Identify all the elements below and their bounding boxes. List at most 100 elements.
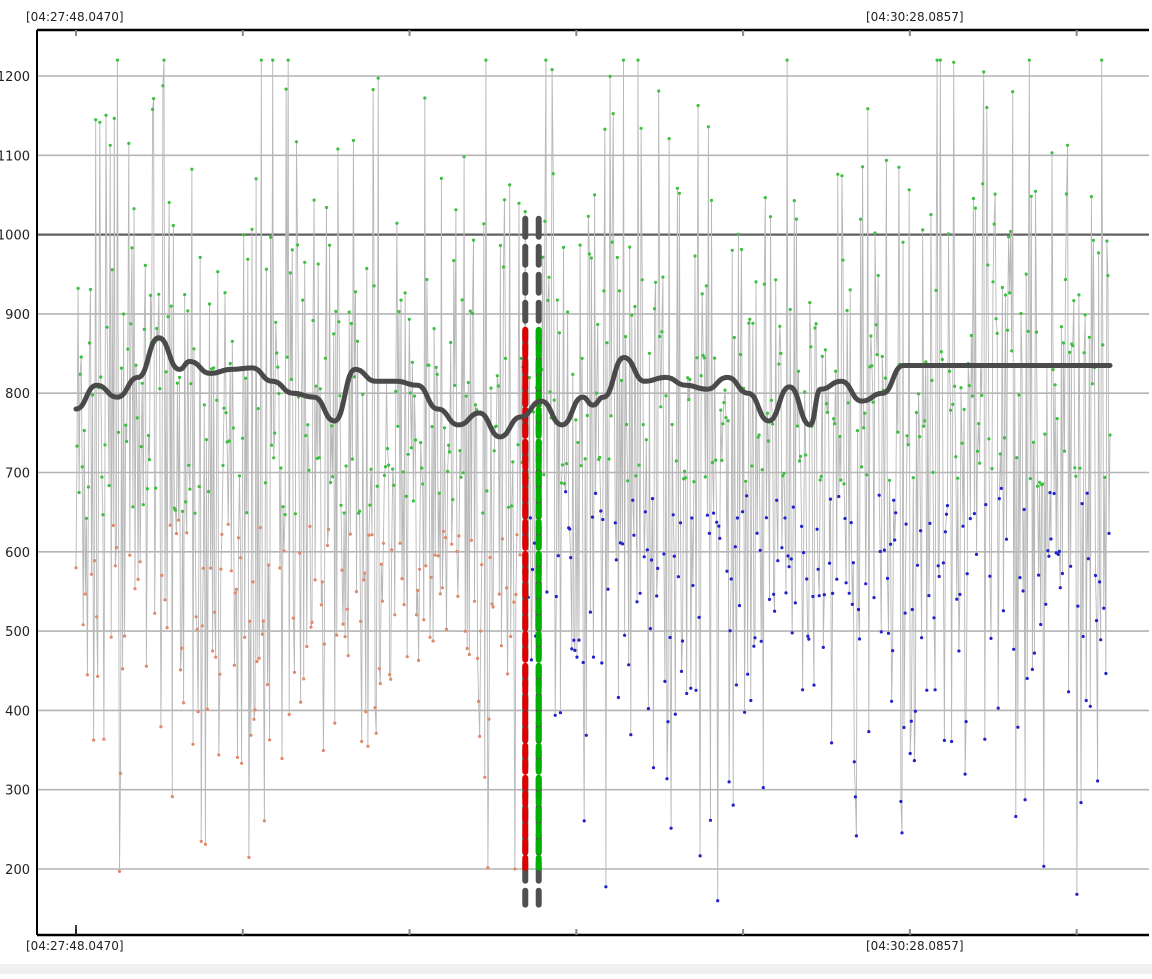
data-point <box>211 649 215 653</box>
y-tick-label-1000: 1000 <box>0 229 30 244</box>
data-point <box>528 516 533 520</box>
data-point <box>768 215 773 219</box>
data-point <box>94 118 98 122</box>
data-point <box>373 706 377 710</box>
data-point <box>1080 502 1084 506</box>
data-point <box>607 457 611 461</box>
data-point <box>383 465 388 469</box>
data-point <box>936 564 940 568</box>
data-point <box>188 487 192 491</box>
data-point <box>627 663 631 667</box>
data-point <box>121 667 125 671</box>
data-point <box>561 245 566 249</box>
data-point <box>591 655 596 659</box>
data-point <box>168 523 172 527</box>
data-point <box>679 669 684 674</box>
data-point <box>900 831 904 835</box>
data-point <box>616 695 621 700</box>
data-point <box>154 486 158 490</box>
data-point <box>227 439 231 443</box>
data-point <box>566 310 570 314</box>
data-point <box>195 627 199 632</box>
data-point <box>163 598 167 602</box>
data-point <box>243 635 247 639</box>
data-point <box>367 533 371 537</box>
data-point <box>410 360 414 364</box>
data-point <box>931 470 935 474</box>
data-point <box>176 518 181 522</box>
data-point <box>830 741 834 745</box>
data-point <box>1031 440 1035 444</box>
data-point <box>667 137 671 141</box>
data-point <box>256 407 260 411</box>
data-point <box>490 602 494 606</box>
data-point <box>441 529 445 534</box>
data-point <box>155 326 159 331</box>
data-point <box>626 479 630 483</box>
data-point <box>1083 313 1087 317</box>
data-point <box>91 393 95 397</box>
data-point <box>334 309 338 313</box>
data-point <box>853 795 858 799</box>
data-point <box>127 141 131 145</box>
data-point <box>391 467 395 471</box>
data-point <box>998 452 1002 456</box>
data-point <box>350 457 354 461</box>
data-point <box>1028 477 1032 481</box>
data-point <box>887 478 892 482</box>
data-point <box>166 315 170 319</box>
data-point <box>568 527 572 531</box>
data-point <box>226 522 230 526</box>
data-point <box>621 58 626 62</box>
data-point <box>1007 235 1011 239</box>
data-point <box>213 610 217 614</box>
data-point <box>395 221 399 225</box>
data-point <box>320 580 324 584</box>
data-point <box>658 334 662 339</box>
data-point <box>112 116 116 120</box>
data-point <box>692 480 696 484</box>
data-point <box>159 725 163 729</box>
data-point <box>81 623 85 627</box>
data-point <box>954 455 958 459</box>
data-point <box>968 517 972 521</box>
data-point <box>233 591 237 595</box>
data-point <box>448 450 452 454</box>
data-point <box>839 478 843 482</box>
data-point <box>1021 589 1025 593</box>
data-point <box>224 411 228 415</box>
data-point <box>717 524 721 528</box>
data-point <box>1016 725 1020 729</box>
data-point <box>362 578 366 582</box>
data-point <box>598 455 602 460</box>
data-point <box>744 479 748 483</box>
data-point <box>499 644 503 648</box>
smoothed-series-layer <box>73 335 1113 440</box>
data-point <box>879 630 883 634</box>
data-point <box>843 516 847 521</box>
data-point <box>317 456 321 460</box>
data-point <box>841 258 845 262</box>
data-point <box>236 536 241 540</box>
data-point <box>473 403 478 407</box>
data-point <box>714 458 718 462</box>
data-point <box>487 717 491 721</box>
data-point <box>129 322 133 326</box>
data-point <box>145 487 149 491</box>
data-point <box>369 467 373 471</box>
data-point <box>889 542 893 546</box>
data-point <box>610 240 614 244</box>
data-point <box>194 615 198 619</box>
data-point <box>507 505 511 509</box>
data-point <box>114 545 118 550</box>
data-point <box>413 438 418 442</box>
data-point <box>500 537 504 541</box>
data-point <box>893 538 897 542</box>
data-point <box>838 434 842 439</box>
data-point <box>408 391 412 395</box>
data-point <box>1072 299 1076 303</box>
data-point <box>1002 436 1007 440</box>
data-point <box>272 456 276 460</box>
data-point <box>836 172 840 176</box>
data-point <box>246 257 250 261</box>
